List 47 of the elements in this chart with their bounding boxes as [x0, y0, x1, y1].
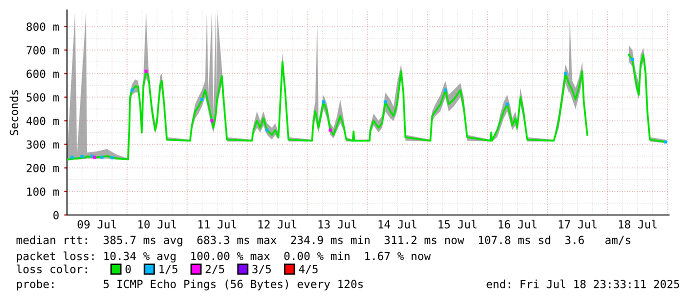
point	[200, 98, 204, 102]
x-tick-label: 17 Jul	[558, 220, 597, 229]
y-tick-label: 600 m	[26, 70, 59, 78]
point	[444, 88, 447, 92]
y-tick-label: 400 m	[26, 116, 59, 126]
y-tick-label: 700 m	[26, 46, 59, 54]
y-tick-label: 100 m	[27, 187, 59, 196]
text: end: Fri Jul 18 23:33:11 2025	[486, 280, 680, 288]
x-tick-label: 11 Jul	[198, 220, 236, 229]
legend-label: 2/5	[206, 264, 224, 274]
x-tick-label: 16 Jul	[498, 220, 536, 229]
point	[110, 156, 114, 160]
x-tick-label: 18 Jul	[618, 220, 657, 229]
x-tick-label: 14 Jul	[378, 220, 416, 229]
text: packet loss: 10.34 % avg 100.00 % max 0.00 % min 1.67 % now	[17, 252, 431, 262]
point	[210, 119, 214, 122]
y-axis-title: Seconds	[10, 90, 18, 136]
x-tick-label: 12 Jul	[258, 220, 296, 229]
point	[564, 72, 568, 76]
point	[384, 100, 387, 104]
legend-label: 3/5	[252, 264, 271, 274]
point	[664, 140, 668, 144]
point	[630, 58, 634, 62]
point	[328, 128, 332, 132]
x-tick-label: 15 Jul	[438, 220, 476, 229]
point	[130, 88, 134, 92]
legend-title: loss color:	[16, 264, 87, 274]
point	[92, 156, 96, 159]
x-tick-label: 10 Jul	[138, 220, 176, 229]
point	[70, 156, 74, 159]
legend-label: 0	[126, 264, 131, 274]
legend-label: 4/5	[298, 264, 318, 274]
y-tick-label: 800 m	[26, 22, 59, 31]
y-tick-label: 500 m	[26, 93, 59, 102]
point	[80, 155, 84, 158]
x-tick-label: 13 Jul	[318, 220, 356, 229]
point	[144, 70, 148, 73]
point	[265, 128, 269, 132]
y-tick-label: 0	[53, 211, 59, 220]
point	[506, 102, 509, 106]
y-tick-label: 300 m	[26, 140, 59, 149]
text: probe: 5 ICMP Echo Pings (56 Bytes) every 120s	[17, 280, 363, 290]
y-tick-label: 200 m	[26, 164, 59, 172]
point	[100, 156, 104, 159]
text: median rtt: 385.7 ms avg 683.3 ms max 234.9 ms min 311.2 ms now 107.8 ms sd 3.6 am/s	[16, 236, 630, 246]
legend-label: 1/5	[160, 264, 178, 274]
x-tick-label: 09 Jul	[78, 220, 116, 229]
